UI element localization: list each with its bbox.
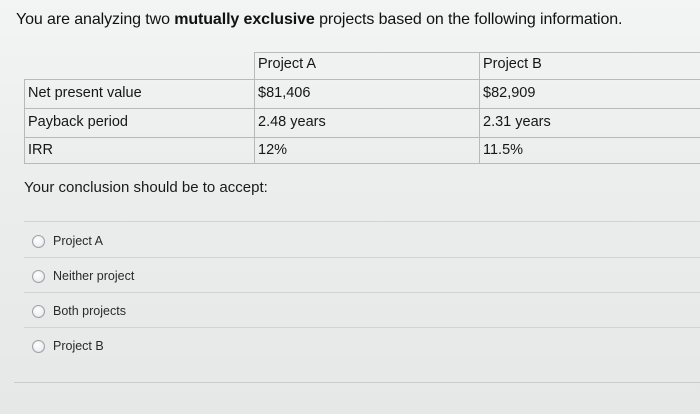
option-label: Project A: [53, 234, 104, 248]
divider: [24, 221, 700, 222]
table-rule: [24, 108, 700, 109]
option-both-projects[interactable]: Both projects: [32, 304, 126, 318]
cell-project-b: $82,909: [483, 85, 536, 101]
question-prefix: You are analyzing two: [16, 11, 175, 28]
divider: [14, 382, 700, 383]
question-suffix: projects based on the following informat…: [314, 11, 623, 28]
option-project-b[interactable]: Project B: [32, 339, 104, 353]
question-prompt: Your conclusion should be to accept:: [24, 179, 268, 196]
radio-button[interactable]: [32, 234, 45, 248]
info-table: Project A Project B Net present value $8…: [24, 52, 700, 164]
column-header-project-b: Project B: [483, 56, 542, 72]
question-text: You are analyzing two mutually exclusive…: [16, 11, 623, 29]
row-label: Net present value: [28, 85, 142, 101]
cell-project-a: 2.48 years: [258, 114, 326, 130]
divider: [24, 257, 700, 258]
divider: [24, 292, 700, 293]
table-rule: [254, 52, 255, 164]
cell-project-a: 12%: [258, 142, 288, 158]
option-label: Neither project: [53, 269, 135, 283]
table-rule: [24, 79, 25, 164]
cell-project-b: 2.31 years: [483, 114, 551, 130]
option-project-a[interactable]: Project A: [32, 234, 103, 248]
table-rule: [254, 52, 700, 53]
radio-button[interactable]: [32, 339, 45, 353]
cell-project-b: 11.5%: [483, 142, 524, 158]
row-label: IRR: [28, 142, 53, 158]
table-rule: [24, 137, 700, 138]
table-rule: [24, 163, 700, 164]
column-header-project-a: Project A: [258, 56, 317, 72]
row-label: Payback period: [28, 114, 128, 130]
table-rule: [24, 79, 700, 80]
radio-button[interactable]: [32, 269, 45, 283]
cell-project-a: $81,406: [258, 85, 311, 101]
table-rule: [479, 52, 480, 164]
option-label: Project B: [53, 339, 104, 353]
option-neither-project[interactable]: Neither project: [32, 269, 134, 283]
option-label: Both projects: [53, 304, 126, 318]
radio-button[interactable]: [32, 304, 45, 318]
question-emphasis: mutually exclusive: [174, 11, 315, 28]
divider: [24, 327, 700, 328]
